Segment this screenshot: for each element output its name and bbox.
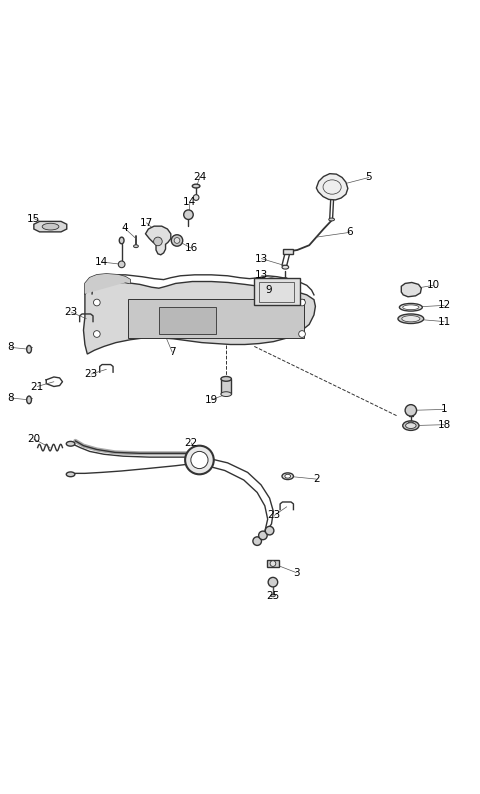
Circle shape: [405, 405, 417, 416]
Bar: [159, 307, 216, 334]
Polygon shape: [84, 282, 315, 354]
Bar: [283, 249, 293, 254]
Text: 4: 4: [121, 223, 128, 233]
Text: 16: 16: [185, 243, 198, 253]
Text: 10: 10: [427, 280, 440, 291]
Ellipse shape: [402, 316, 420, 322]
Circle shape: [259, 531, 267, 540]
Text: 17: 17: [140, 218, 153, 228]
Circle shape: [265, 526, 274, 535]
Ellipse shape: [221, 391, 231, 396]
Text: 13: 13: [255, 253, 268, 264]
Text: 23: 23: [64, 307, 78, 317]
Text: 18: 18: [438, 420, 451, 430]
Circle shape: [299, 299, 305, 306]
Circle shape: [184, 210, 193, 219]
Text: 25: 25: [266, 592, 279, 602]
Polygon shape: [85, 274, 130, 294]
Text: 23: 23: [268, 511, 281, 520]
Circle shape: [270, 561, 276, 566]
Ellipse shape: [398, 314, 424, 323]
Ellipse shape: [192, 184, 200, 188]
Circle shape: [154, 237, 162, 245]
Ellipse shape: [282, 265, 288, 269]
Ellipse shape: [282, 473, 293, 480]
Text: 14: 14: [95, 257, 108, 267]
Text: 15: 15: [27, 214, 40, 224]
Bar: [254, 278, 300, 306]
Text: 1: 1: [441, 404, 447, 414]
Ellipse shape: [27, 396, 32, 403]
Text: 12: 12: [438, 300, 451, 310]
Ellipse shape: [408, 422, 414, 426]
Circle shape: [407, 287, 415, 294]
Circle shape: [185, 445, 214, 474]
Circle shape: [118, 261, 125, 268]
Circle shape: [94, 330, 100, 337]
Circle shape: [171, 235, 183, 246]
Text: 2: 2: [313, 474, 320, 484]
Text: 14: 14: [183, 197, 196, 207]
Circle shape: [191, 452, 208, 468]
Polygon shape: [401, 283, 421, 297]
Text: 7: 7: [169, 347, 176, 357]
Ellipse shape: [329, 218, 335, 221]
Text: 22: 22: [185, 437, 198, 448]
Ellipse shape: [27, 345, 32, 353]
Text: 23: 23: [84, 369, 98, 379]
Text: 24: 24: [193, 172, 206, 182]
Text: 9: 9: [265, 285, 272, 295]
Bar: [267, 561, 279, 567]
Text: 13: 13: [255, 270, 268, 280]
Ellipse shape: [399, 303, 422, 311]
Polygon shape: [316, 174, 348, 200]
Circle shape: [268, 577, 278, 587]
Text: 3: 3: [293, 568, 300, 577]
Ellipse shape: [119, 237, 124, 244]
Ellipse shape: [403, 305, 419, 310]
Circle shape: [193, 195, 199, 200]
Text: 21: 21: [31, 381, 44, 391]
Ellipse shape: [133, 245, 138, 248]
Text: 20: 20: [27, 434, 40, 444]
Circle shape: [94, 299, 100, 306]
Ellipse shape: [403, 421, 419, 430]
Text: 11: 11: [438, 317, 451, 326]
Ellipse shape: [271, 595, 276, 597]
Ellipse shape: [285, 474, 290, 478]
Circle shape: [282, 278, 288, 283]
Text: 19: 19: [205, 395, 218, 405]
Circle shape: [174, 237, 180, 243]
Text: 5: 5: [366, 172, 372, 183]
Bar: [221, 379, 231, 394]
Ellipse shape: [406, 422, 416, 429]
Text: 6: 6: [347, 227, 353, 237]
Text: 8: 8: [8, 342, 14, 353]
Polygon shape: [34, 222, 67, 232]
Ellipse shape: [66, 441, 75, 446]
Polygon shape: [145, 226, 171, 255]
Ellipse shape: [66, 472, 75, 476]
Circle shape: [299, 330, 305, 337]
Text: 8: 8: [8, 393, 14, 403]
Ellipse shape: [221, 376, 231, 381]
Circle shape: [253, 537, 262, 545]
Ellipse shape: [42, 223, 59, 230]
Bar: [128, 299, 304, 337]
Bar: [259, 282, 294, 302]
